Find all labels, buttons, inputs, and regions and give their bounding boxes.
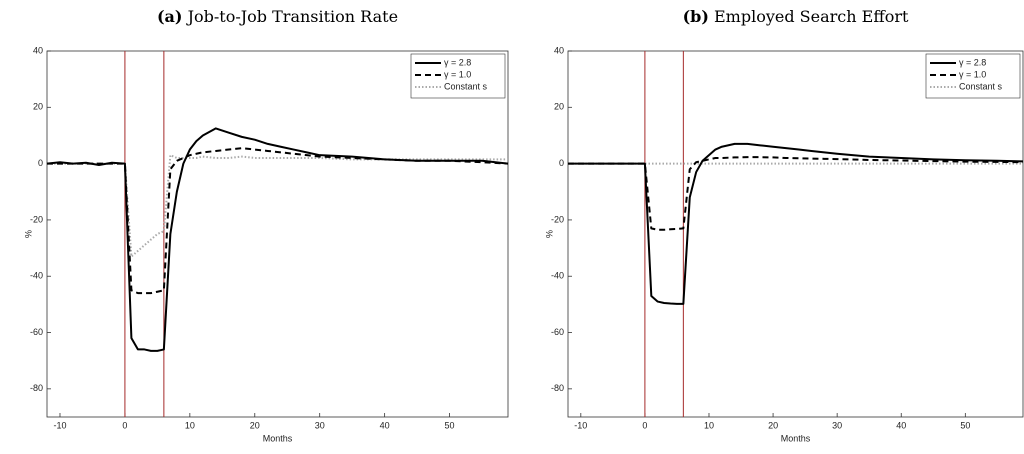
plot-frame bbox=[567, 50, 1024, 418]
series-line bbox=[47, 154, 508, 258]
x-tick-label: 50 bbox=[960, 420, 970, 430]
legend-label: γ = 2.8 bbox=[959, 57, 986, 67]
legend-label: Constant s bbox=[444, 81, 488, 91]
legend-label: γ = 2.8 bbox=[444, 57, 471, 67]
x-tick-label: 10 bbox=[704, 420, 714, 430]
y-axis-label: % bbox=[544, 230, 554, 238]
x-tick-label: 50 bbox=[445, 420, 455, 430]
y-tick-label: 40 bbox=[33, 45, 43, 55]
y-tick-label: 20 bbox=[554, 102, 564, 112]
plot-frame bbox=[46, 50, 509, 418]
y-tick-label: -60 bbox=[551, 327, 564, 337]
title-text: Employed Search Effort bbox=[714, 7, 909, 26]
legend-label: γ = 1.0 bbox=[959, 69, 986, 79]
y-tick-label: -60 bbox=[30, 327, 43, 337]
y-tick-label: 40 bbox=[554, 45, 564, 55]
series-line bbox=[46, 127, 509, 352]
x-tick-label: 20 bbox=[250, 420, 260, 430]
panel: (b) Employed Search Effort -10 0 10 20 30 40 50… bbox=[544, 7, 1024, 443]
x-axis-label: Months bbox=[263, 433, 293, 443]
y-tick-label: -40 bbox=[551, 271, 564, 281]
y-tick-label: 0 bbox=[559, 158, 564, 168]
y-tick-label: 0 bbox=[38, 158, 43, 168]
series-line bbox=[47, 147, 509, 295]
series-line bbox=[568, 142, 1024, 305]
x-tick-label: 20 bbox=[768, 420, 778, 430]
x-tick-label: 40 bbox=[380, 420, 390, 430]
x-tick-label: 30 bbox=[315, 420, 325, 430]
x-tick-label: -10 bbox=[574, 420, 587, 430]
chart-title: (b) Employed Search Effort bbox=[683, 7, 909, 26]
x-tick-label: 0 bbox=[122, 420, 127, 430]
x-tick-label: 30 bbox=[832, 420, 842, 430]
y-tick-label: -20 bbox=[30, 214, 43, 224]
y-axis-label: % bbox=[23, 230, 33, 238]
x-tick-label: 0 bbox=[642, 420, 647, 430]
panel-label: (a) bbox=[157, 7, 183, 26]
panel: (a) Job-to-Job Transition Rate -10 0 10 20 30… bbox=[23, 7, 509, 443]
y-tick-label: 20 bbox=[33, 102, 43, 112]
legend-label: Constant s bbox=[959, 81, 1003, 91]
chart-title: (a) Job-to-Job Transition Rate bbox=[157, 7, 398, 26]
x-tick-label: -10 bbox=[53, 420, 66, 430]
legend-label: γ = 1.0 bbox=[444, 69, 471, 79]
x-tick-label: 40 bbox=[896, 420, 906, 430]
panel-label: (b) bbox=[683, 7, 709, 26]
y-tick-label: -20 bbox=[551, 214, 564, 224]
y-tick-label: -80 bbox=[30, 383, 43, 393]
x-axis-label: Months bbox=[781, 433, 811, 443]
y-tick-label: -40 bbox=[30, 271, 43, 281]
y-tick-label: -80 bbox=[551, 383, 564, 393]
title-text: Job-to-Job Transition Rate bbox=[186, 7, 398, 26]
series-line bbox=[568, 156, 1024, 231]
x-tick-label: 10 bbox=[185, 420, 195, 430]
